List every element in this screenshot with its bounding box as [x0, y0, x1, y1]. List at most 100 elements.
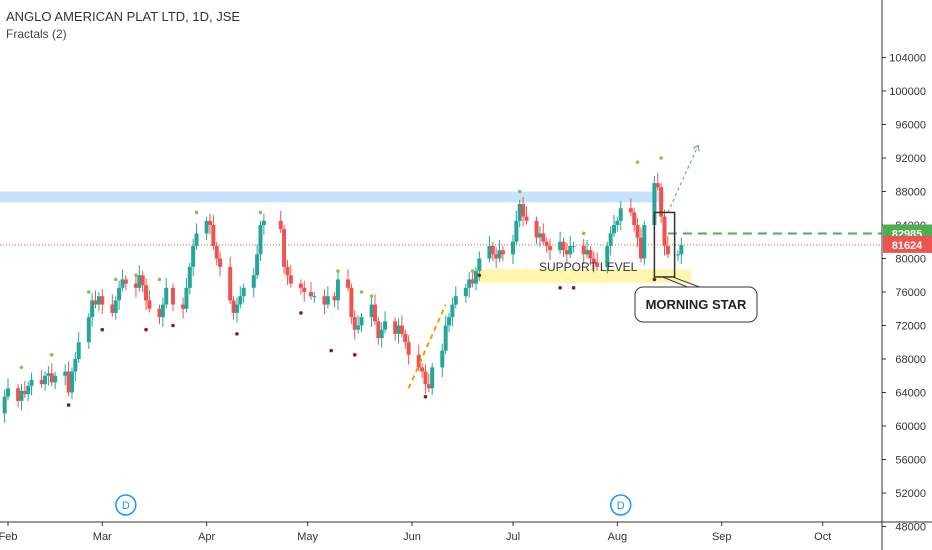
candle-body: [191, 245, 196, 267]
candle-body: [26, 385, 31, 395]
fractal-down-point: [477, 273, 482, 278]
callout-label: MORNING STAR: [646, 297, 747, 312]
candle-body: [635, 225, 640, 238]
candle-body: [288, 275, 293, 284]
candle-body: [113, 300, 118, 313]
candle-body: [282, 229, 287, 267]
candle-body: [541, 233, 546, 242]
fractal-up-point: [359, 290, 364, 294]
fractal-down-point: [423, 394, 428, 399]
candle-body: [278, 220, 283, 230]
candle-body: [517, 204, 522, 221]
candle-body: [66, 371, 71, 393]
time-tick-label: Mar: [93, 531, 112, 543]
candle-body: [608, 233, 613, 246]
candle-body: [423, 371, 428, 385]
candle-body: [568, 245, 573, 255]
price-label-text: 81624: [892, 240, 923, 252]
fractal-down-point: [171, 323, 175, 328]
time-tick-label: Aug: [608, 531, 628, 543]
candle-body: [100, 296, 105, 305]
candle-body: [46, 373, 51, 376]
candle-body: [470, 279, 475, 284]
candle-body: [298, 283, 303, 288]
candle-body: [234, 304, 239, 313]
candle-body: [430, 367, 435, 389]
candle-body: [440, 350, 445, 368]
candle-body: [194, 233, 199, 246]
fractal-up-point: [134, 273, 138, 278]
candle-body: [335, 279, 340, 301]
price-tick-label: 72000: [895, 321, 926, 333]
candle-body: [659, 187, 664, 217]
resistance-zone: [0, 191, 665, 203]
candle-body: [218, 258, 223, 267]
candle-body: [110, 304, 115, 313]
event-marker: [609, 494, 632, 516]
candle-body: [662, 216, 667, 246]
candle-body: [595, 262, 600, 267]
candle-body: [49, 373, 54, 383]
candle-body: [453, 296, 458, 305]
fractal-up-point: [258, 210, 263, 215]
candle-body: [123, 279, 128, 284]
fractal-up-point: [635, 160, 640, 164]
candle-body: [473, 271, 478, 284]
candle-body: [514, 220, 519, 242]
candle-body: [228, 266, 233, 301]
price-tick-label: 64000: [895, 388, 926, 400]
candle-body: [285, 266, 290, 276]
projection-line: [667, 145, 699, 213]
price-tick-label: 80000: [895, 254, 926, 266]
candle-body: [406, 342, 411, 355]
fractal-down-point: [329, 348, 334, 353]
candle-body: [369, 304, 374, 318]
fractal-down-point: [558, 286, 562, 290]
candle-body: [160, 304, 165, 318]
fractal-up-point: [194, 210, 199, 215]
fractal-up-point: [113, 277, 118, 282]
fractal-up-point: [336, 269, 340, 273]
candle-body: [96, 296, 101, 305]
candle-body: [241, 287, 246, 297]
candle-body: [612, 225, 616, 234]
chart-legend: ANGLO AMERICAN PLAT LTD, 1D, JSE Fractal…: [6, 8, 240, 43]
candle-body: [376, 321, 381, 339]
fractal-up-point: [19, 365, 24, 370]
price-tick-label: 96000: [895, 120, 926, 132]
candle-body: [90, 300, 95, 318]
indicator-label[interactable]: Fractals (2): [6, 27, 67, 41]
price-tick-label: 48000: [895, 522, 926, 534]
time-tick-label: Feb: [0, 531, 17, 543]
candle-body: [69, 371, 74, 393]
candle-body: [140, 275, 145, 286]
time-tick-label: Jul: [506, 531, 520, 543]
time-tick-label: Apr: [198, 531, 215, 543]
time-tick-label: Sep: [712, 531, 732, 543]
candle-body: [332, 296, 337, 301]
candle-body: [477, 258, 482, 272]
candle-body: [487, 245, 492, 259]
candle-body: [53, 375, 58, 383]
candle-body: [312, 296, 317, 298]
candle-body: [214, 245, 219, 259]
candle-body: [356, 325, 361, 330]
candle-body: [521, 204, 526, 217]
time-tick-label: Jun: [403, 531, 421, 543]
price-label-tag: [883, 235, 932, 253]
candle-body: [43, 375, 48, 385]
candle-body: [524, 216, 529, 221]
time-tick-label: Oct: [814, 531, 831, 543]
fractal-down-point: [100, 327, 105, 332]
candle-body: [679, 244, 684, 255]
candle-body: [544, 241, 549, 246]
candle-body: [558, 241, 563, 251]
candle-body: [403, 333, 408, 343]
candle-body: [258, 225, 263, 255]
candle-body: [170, 287, 175, 305]
price-tick-label: 68000: [895, 354, 926, 366]
fractal-down-point: [66, 403, 71, 407]
candle-body: [120, 279, 125, 288]
candle-body: [39, 379, 44, 385]
